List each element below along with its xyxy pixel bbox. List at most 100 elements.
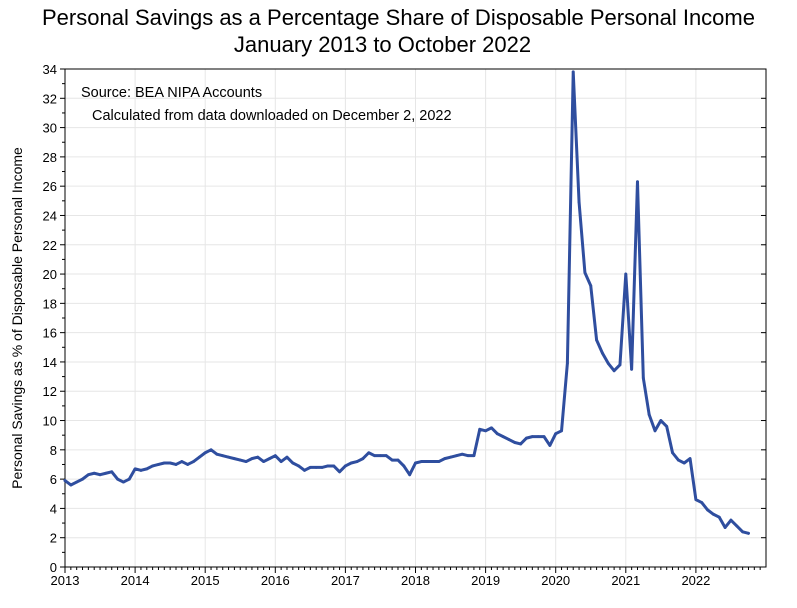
data-point — [396, 458, 400, 462]
data-point — [139, 468, 143, 472]
data-point — [571, 70, 575, 74]
data-point — [414, 461, 417, 465]
source-annotation: Source: BEA NIPA Accounts — [81, 85, 262, 101]
data-point — [542, 435, 546, 439]
data-point — [536, 435, 540, 439]
data-point — [326, 464, 330, 468]
y-tick-label: 34 — [43, 62, 57, 77]
data-point — [361, 457, 365, 461]
y-tick-label: 26 — [43, 179, 57, 194]
y-tick-label: 2 — [50, 531, 57, 546]
data-point — [332, 464, 336, 468]
y-tick-label: 4 — [50, 501, 57, 516]
data-point — [554, 432, 558, 436]
data-point — [606, 362, 610, 365]
data-point — [431, 460, 435, 463]
data-point — [297, 464, 301, 468]
data-point — [402, 464, 406, 468]
data-point — [157, 463, 160, 466]
x-tick-label: 2019 — [471, 573, 500, 588]
data-point — [694, 498, 698, 502]
data-point — [338, 470, 341, 474]
data-point — [700, 501, 704, 504]
data-point — [671, 451, 674, 455]
data-point — [215, 452, 219, 456]
y-tick-label: 22 — [43, 238, 57, 253]
y-tick-label: 12 — [43, 384, 57, 399]
data-point — [104, 471, 108, 475]
data-point — [548, 444, 552, 447]
data-point — [601, 351, 604, 355]
data-point — [688, 457, 692, 461]
data-point — [706, 508, 709, 512]
x-axis-tick-labels: 2013 2014 2015 2016 2017 2018 2019 2020 2021 2022 — [51, 573, 711, 588]
data-point — [519, 442, 523, 446]
data-point — [443, 457, 447, 461]
data-point — [168, 461, 172, 465]
data-point — [256, 455, 260, 459]
data-point — [653, 429, 657, 433]
series-line — [63, 70, 750, 535]
data-point — [641, 376, 645, 380]
data-point — [408, 473, 412, 477]
data-point — [63, 479, 67, 482]
data-point — [659, 419, 663, 422]
data-point — [151, 464, 155, 468]
data-points — [63, 70, 750, 535]
data-point — [268, 457, 271, 461]
data-point — [490, 426, 493, 430]
data-point — [717, 515, 721, 519]
data-point — [250, 457, 254, 461]
chart-subtitle: January 2013 to October 2022 — [233, 32, 532, 57]
data-point — [437, 460, 441, 463]
data-point — [589, 284, 593, 288]
x-tick-label: 2021 — [611, 573, 640, 588]
data-point — [484, 429, 487, 433]
data-point — [69, 483, 73, 487]
data-point — [86, 473, 90, 477]
data-point — [454, 454, 458, 458]
data-point — [273, 454, 277, 458]
data-point — [127, 477, 131, 481]
data-point — [221, 454, 225, 458]
data-point — [186, 463, 190, 466]
data-point — [285, 455, 289, 459]
data-point — [741, 530, 745, 534]
data-point — [227, 455, 230, 459]
axis-ticks — [60, 68, 766, 573]
data-point — [81, 477, 84, 481]
data-point — [116, 477, 119, 481]
x-tick-label: 2022 — [681, 573, 710, 588]
y-tick-label: 16 — [43, 326, 57, 341]
data-point — [303, 468, 306, 472]
y-tick-label: 6 — [50, 472, 57, 487]
y-tick-label: 18 — [43, 296, 57, 311]
x-tick-label: 2020 — [541, 573, 570, 588]
data-point — [665, 424, 669, 428]
data-point — [308, 466, 312, 469]
data-point — [180, 460, 184, 463]
x-tick-label: 2017 — [331, 573, 360, 588]
y-tick-label: 10 — [43, 414, 57, 429]
y-tick-label: 8 — [50, 443, 57, 458]
data-point — [472, 454, 476, 458]
data-point — [122, 480, 125, 484]
x-tick-label: 2013 — [51, 573, 80, 588]
data-point — [735, 524, 739, 528]
x-tick-label: 2014 — [121, 573, 150, 588]
data-point — [583, 271, 587, 274]
data-point — [244, 460, 248, 463]
data-point — [419, 460, 423, 463]
data-point — [262, 460, 266, 463]
data-point — [682, 461, 686, 465]
data-point — [233, 457, 236, 461]
data-point — [636, 180, 639, 184]
data-point — [747, 531, 750, 535]
y-tick-label: 32 — [43, 91, 57, 106]
data-point — [98, 473, 102, 477]
data-point — [425, 460, 429, 463]
data-point — [624, 272, 628, 276]
data-point — [110, 470, 114, 474]
data-point — [495, 432, 499, 436]
